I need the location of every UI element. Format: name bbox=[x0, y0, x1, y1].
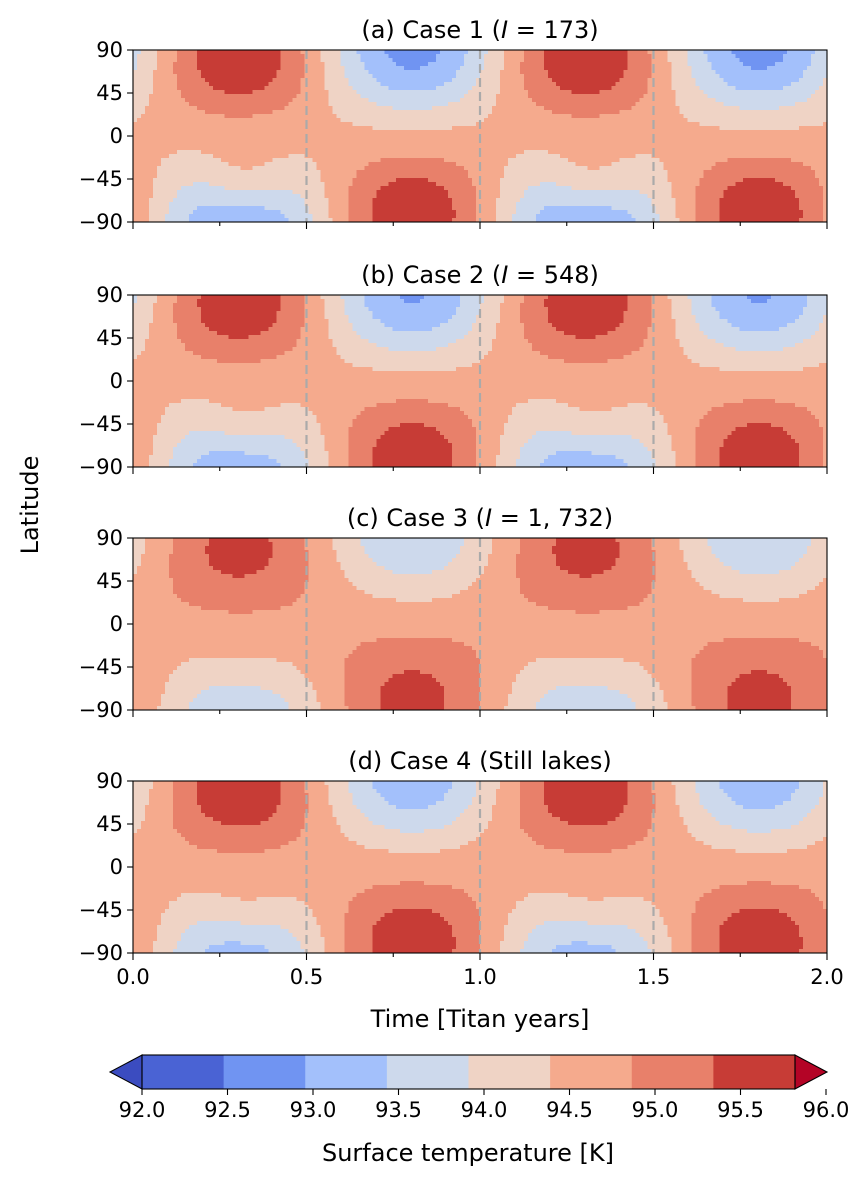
x-tick-label: 1.0 bbox=[463, 965, 496, 989]
panel-title-text: (b) Case 2 ( bbox=[361, 261, 501, 289]
colorbar-segment bbox=[468, 1055, 551, 1089]
panel-title-text: (a) Case 1 ( bbox=[361, 16, 501, 44]
y-tick-label: −45 bbox=[79, 898, 123, 922]
colorbar-segment bbox=[631, 1055, 714, 1089]
y-tick-label: 0 bbox=[110, 612, 123, 636]
y-tick-label: 45 bbox=[96, 812, 123, 836]
panel-title-text: (c) Case 3 ( bbox=[347, 504, 485, 532]
panel-title-symbol: I bbox=[485, 504, 492, 532]
colorbar-over-arrow bbox=[794, 1054, 829, 1090]
panel-title-value: = 1, 732) bbox=[492, 504, 613, 532]
panel-3: 90 45 0 −45 −90 (c) Case 3 (I = 1, 732) bbox=[79, 504, 828, 722]
temperature-field bbox=[133, 50, 828, 223]
panel-title-value: = 548) bbox=[508, 261, 599, 289]
colorbar-tick-label: 96.0 bbox=[803, 1098, 850, 1122]
x-axis-label: Time [Titan years] bbox=[370, 1005, 590, 1033]
y-tick-label: 90 bbox=[96, 526, 123, 550]
panel-4: 90 45 0 −45 −90 (d) Case 4 (Still lakes) bbox=[79, 747, 828, 965]
colorbar-segment bbox=[142, 1055, 225, 1089]
y-tick-label: −90 bbox=[79, 210, 123, 234]
colorbar-segment bbox=[305, 1055, 388, 1089]
colorbar-segment bbox=[713, 1055, 796, 1089]
y-tick-label: 90 bbox=[96, 769, 123, 793]
colorbar-label: Surface temperature [K] bbox=[322, 1139, 614, 1167]
colorbar-under-arrow bbox=[108, 1054, 143, 1090]
panel-2: 90 45 0 −45 −90 (b) Case 2 (I = 548) bbox=[79, 261, 828, 479]
panel-title: (a) Case 1 (I = 173) bbox=[361, 16, 598, 44]
y-tick-label: 45 bbox=[96, 81, 123, 105]
panel-title-value: = 173) bbox=[508, 16, 599, 44]
x-tick-label: 0.5 bbox=[290, 965, 323, 989]
colorbar-segment bbox=[223, 1055, 306, 1089]
panel-title-symbol: I bbox=[501, 261, 508, 289]
colorbar-segment bbox=[550, 1055, 633, 1089]
y-tick-label: 45 bbox=[96, 569, 123, 593]
colorbar-tick-label: 94.5 bbox=[546, 1098, 593, 1122]
temperature-field bbox=[133, 781, 828, 954]
colorbar-tick-label: 92.0 bbox=[119, 1098, 166, 1122]
y-tick-label: 45 bbox=[96, 326, 123, 350]
colorbar-frame bbox=[141, 1054, 796, 1090]
y-tick-label: 90 bbox=[96, 38, 123, 62]
y-tick-label: −90 bbox=[79, 455, 123, 479]
colorbar-tick-label: 94.0 bbox=[461, 1098, 508, 1122]
y-tick-label: −90 bbox=[79, 941, 123, 965]
y-tick-label: 90 bbox=[96, 283, 123, 307]
panel-title-symbol: I bbox=[501, 16, 508, 44]
panel-title-text: (d) Case 4 (Still lakes) bbox=[348, 747, 612, 775]
y-tick-label: 0 bbox=[110, 124, 123, 148]
colorbar-tick-label: 93.0 bbox=[290, 1098, 337, 1122]
temperature-field bbox=[133, 295, 828, 468]
panel-1: 90 45 0 −45 −90 (a) Case 1 (I = 173) bbox=[79, 16, 828, 234]
y-tick-label: 0 bbox=[110, 855, 123, 879]
y-tick-label: −45 bbox=[79, 167, 123, 191]
colorbar-tick-label: 95.5 bbox=[717, 1098, 764, 1122]
y-tick-label: −90 bbox=[79, 698, 123, 722]
colorbar-tick-label: 92.5 bbox=[204, 1098, 251, 1122]
panel-title: (b) Case 2 (I = 548) bbox=[361, 261, 599, 289]
y-tick-label: −45 bbox=[79, 655, 123, 679]
temperature-field bbox=[133, 538, 828, 711]
y-tick-label: 0 bbox=[110, 369, 123, 393]
panel-title: (c) Case 3 (I = 1, 732) bbox=[347, 504, 613, 532]
x-tick-label: 1.5 bbox=[637, 965, 670, 989]
x-tick-label: 2.0 bbox=[810, 965, 843, 989]
panel-title: (d) Case 4 (Still lakes) bbox=[348, 747, 612, 775]
colorbar-tick-label: 93.5 bbox=[375, 1098, 422, 1122]
colorbar: 92.0 92.5 93.0 93.5 94.0 94.5 95.0 95.5 96.0 bbox=[108, 1054, 850, 1122]
colorbar-segment bbox=[386, 1055, 469, 1089]
colorbar-tick-label: 95.0 bbox=[632, 1098, 679, 1122]
y-tick-label: −45 bbox=[79, 412, 123, 436]
y-axis-label: Latitude bbox=[16, 456, 44, 555]
x-tick-label: 0.0 bbox=[116, 965, 149, 989]
